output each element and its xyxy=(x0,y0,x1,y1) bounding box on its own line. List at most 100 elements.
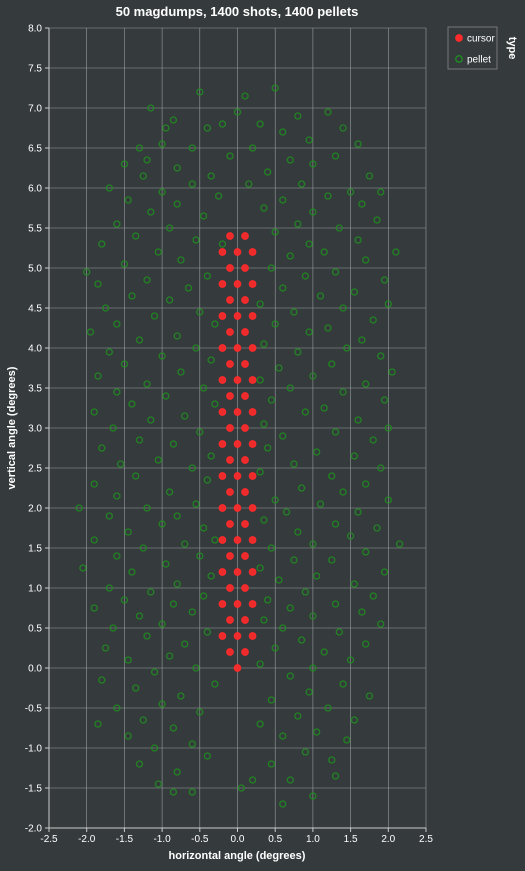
pellet-point xyxy=(139,716,147,724)
pellet-point xyxy=(165,296,174,304)
pellet-point xyxy=(177,368,185,376)
pellet-point xyxy=(113,220,121,228)
pellet-point xyxy=(316,292,325,300)
pellet-point xyxy=(188,180,196,188)
pellet-point xyxy=(196,552,204,560)
x-tick-label: 0.0 xyxy=(231,834,245,845)
pellet-point xyxy=(316,500,325,508)
pellet-point xyxy=(105,584,113,592)
pellet-point xyxy=(313,448,321,456)
cursor-point xyxy=(218,248,227,256)
pellet-point xyxy=(184,284,193,292)
pellet-point xyxy=(279,432,287,440)
cursor-point xyxy=(241,616,249,624)
y-tick-label: -1.0 xyxy=(25,744,43,755)
cursor-point xyxy=(233,376,242,384)
pellet-point xyxy=(218,240,227,248)
chart-title: 50 magdumps, 1400 shots, 1400 pellets xyxy=(116,4,359,19)
cursor-point xyxy=(226,424,234,432)
pellet-point xyxy=(211,320,219,328)
pellet-point xyxy=(260,516,268,524)
pellet-point xyxy=(267,544,276,552)
pellet-point xyxy=(158,520,166,528)
y-tick-label: 8.0 xyxy=(28,24,42,35)
pellet-point xyxy=(248,776,257,784)
pellet-point xyxy=(101,644,110,652)
pellet-point xyxy=(162,124,170,132)
x-axis-title: horizontal angle (degrees) xyxy=(169,850,306,862)
pellet-point xyxy=(105,512,113,520)
cursor-point xyxy=(226,584,234,592)
pellet-point xyxy=(181,540,189,548)
pellet-point xyxy=(260,616,268,624)
y-tick-label: 2.0 xyxy=(28,504,42,515)
pellet-point xyxy=(309,664,317,672)
pellet-point xyxy=(181,640,189,648)
pellet-point xyxy=(369,316,377,324)
cursor-point xyxy=(218,376,227,384)
pellet-point xyxy=(286,776,294,784)
pellet-point xyxy=(373,524,381,532)
pellet-point xyxy=(203,476,211,484)
pellet-point xyxy=(211,680,219,688)
cursor-point xyxy=(226,520,234,528)
pellet-point xyxy=(264,596,272,604)
y-tick-label: 7.0 xyxy=(28,104,42,115)
cursor-point xyxy=(226,360,234,368)
pellet-point xyxy=(377,188,385,196)
cursor-point xyxy=(218,504,227,512)
legend-marker-pellet xyxy=(455,55,463,63)
cursor-point xyxy=(233,248,242,256)
pellet-point xyxy=(309,612,317,620)
pellet-point xyxy=(139,544,147,552)
pellet-point xyxy=(105,348,113,356)
pellet-point xyxy=(207,356,215,364)
pellet-point xyxy=(150,744,159,752)
pellet-point xyxy=(369,592,377,600)
cursor-point xyxy=(248,408,257,416)
cursor-point xyxy=(241,232,249,240)
cursor-point xyxy=(241,552,249,560)
pellet-point xyxy=(331,772,340,780)
pellet-point xyxy=(271,320,279,328)
pellet-point xyxy=(294,348,302,356)
cursor-point xyxy=(218,632,227,640)
y-tick-label: -1.5 xyxy=(25,784,43,795)
pellet-point xyxy=(358,336,366,344)
y-tick-label: 1.5 xyxy=(28,544,42,555)
pellet-point xyxy=(377,464,385,472)
cursor-point xyxy=(241,264,249,272)
pellet-point xyxy=(267,264,276,272)
cursor-point xyxy=(218,312,227,320)
legend-label-cursor: cursor xyxy=(467,34,495,45)
pellet-point xyxy=(196,428,204,436)
pellet-point xyxy=(256,120,264,128)
cursor-point xyxy=(241,488,249,496)
pellet-point xyxy=(154,248,162,256)
pellet-point xyxy=(169,724,178,732)
pellet-point xyxy=(173,768,181,776)
pellet-point xyxy=(150,668,159,676)
pellet-point xyxy=(181,412,189,420)
y-tick-label: 0.0 xyxy=(28,664,42,675)
pellet-point xyxy=(294,112,302,120)
x-tick-label: -2.5 xyxy=(40,834,58,845)
y-tick-label: 1.0 xyxy=(28,584,42,595)
cursor-point xyxy=(226,488,234,496)
pellet-point xyxy=(218,120,227,128)
pellet-point xyxy=(346,532,355,540)
pellet-point xyxy=(98,240,106,248)
pellet-point xyxy=(173,332,181,340)
pellet-point xyxy=(192,664,200,672)
pellet-point xyxy=(324,192,332,200)
cursor-point xyxy=(233,472,242,480)
cursor-point xyxy=(226,552,234,560)
pellet-point xyxy=(297,636,306,644)
cursor-point xyxy=(248,472,257,480)
pellet-point xyxy=(188,608,196,616)
pellet-point xyxy=(120,160,129,168)
pellet-point xyxy=(203,752,211,760)
pellet-point xyxy=(264,444,272,452)
pellet-point xyxy=(203,628,211,636)
pellet-point xyxy=(350,452,359,460)
